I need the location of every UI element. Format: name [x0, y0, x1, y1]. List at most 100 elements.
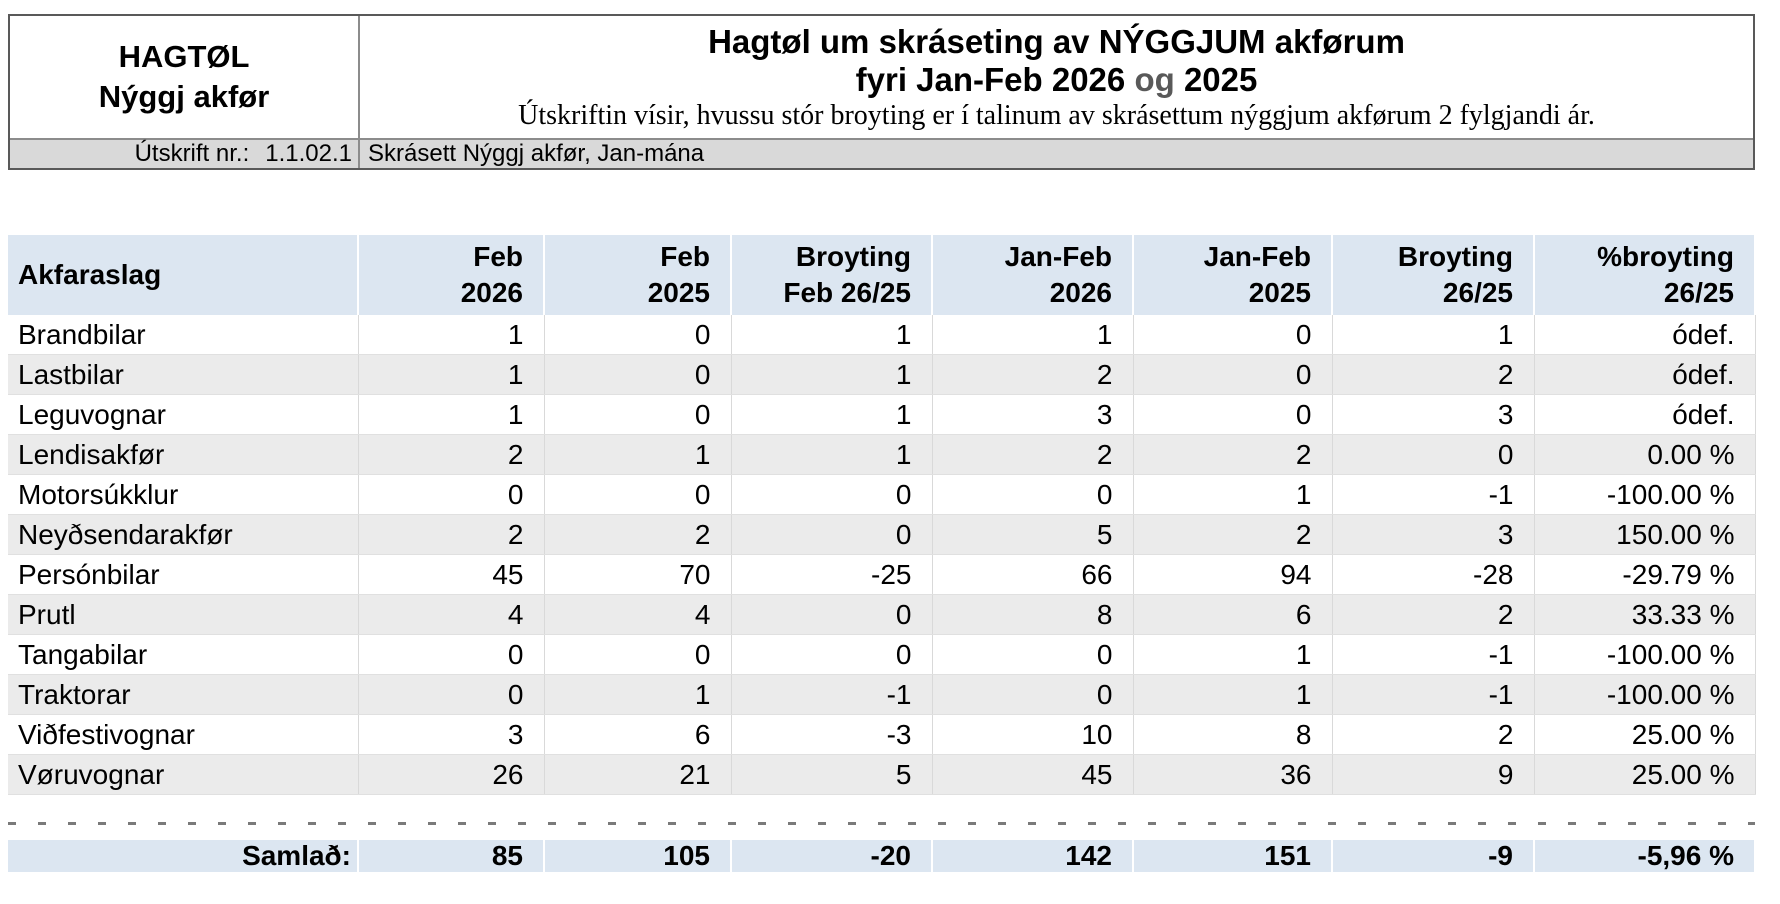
cell-value: 0: [731, 514, 933, 555]
cell-value: -1: [1332, 674, 1535, 715]
cell-value: 66: [932, 554, 1134, 595]
cell-value: 0: [1332, 434, 1535, 475]
report-meta-row: Útskrift nr.: 1.1.02.1 Skrásett Nýggj akf…: [10, 138, 1753, 168]
table-body: Brandbilar 1 0 1 1 0 1 ódef. Lastbilar 1 0 1 2 0 2 ódef…: [8, 315, 1756, 795]
cell-value: 0: [544, 634, 732, 675]
table-row: Lendisakfør 2 1 1 2 2 0 0.00 %: [8, 434, 1756, 475]
column-header-text: Broyting: [795, 241, 911, 272]
cell-value: 21: [544, 754, 732, 795]
table-row: Motorsúkklur 0 0 0 0 1 -1 -100.00 %: [8, 474, 1756, 515]
cell-value: 5: [731, 754, 933, 795]
cell-value: 1: [358, 315, 545, 355]
column-header-text: %broyting: [1597, 241, 1734, 272]
print-number-value: 1.1.02.1: [265, 140, 352, 167]
cell-value: 94: [1133, 554, 1333, 595]
cell-value: 2: [1332, 714, 1535, 755]
cell-value: 0: [544, 474, 732, 515]
cell-value: 1: [1133, 474, 1333, 515]
cell-value: 2: [358, 514, 545, 555]
cell-value: -1: [1332, 634, 1535, 675]
table-row: Neyðsendarakfør 2 2 0 5 2 3 150.00 %: [8, 514, 1756, 555]
print-number: Útskrift nr.: 1.1.02.1: [10, 140, 360, 168]
cell-value: 6: [544, 714, 732, 755]
column-header-text: 2026: [460, 277, 523, 308]
cell-value: 8: [1133, 714, 1333, 755]
row-label: Brandbilar: [8, 315, 359, 355]
total-value: -9: [1332, 840, 1535, 872]
row-label: Leguvognar: [8, 394, 359, 435]
cell-value: -25: [731, 554, 933, 595]
period-part2: 2025: [1183, 61, 1258, 98]
column-header: Jan-Feb 2026: [932, 235, 1134, 315]
cell-value: 1: [358, 354, 545, 395]
column-header: Jan-Feb 2025: [1133, 235, 1333, 315]
cell-value: 9: [1332, 754, 1535, 795]
cell-value: 1: [731, 315, 933, 355]
column-header-text: 26/25: [1442, 277, 1513, 308]
cell-value: -28: [1332, 554, 1535, 595]
column-header-text: Jan-Feb: [1203, 241, 1311, 272]
column-header: Broyting 26/25: [1332, 235, 1535, 315]
report-description: Útskriftin vísir, hvussu stór broyting e…: [518, 100, 1595, 131]
column-header-text: Feb: [473, 241, 523, 272]
cell-value: 1: [544, 674, 732, 715]
org-title-cell: HAGTØL Nýggj akfør: [10, 16, 360, 138]
row-label: Lendisakfør: [8, 434, 359, 475]
report-header-box: HAGTØL Nýggj akfør Hagtøl um skráseting …: [8, 14, 1755, 170]
total-value: 105: [544, 840, 732, 872]
cell-value: 0: [358, 474, 545, 515]
table-header: Akfaraslag Feb 2026 Feb 2025 Broyting Feb 26/2…: [8, 235, 1756, 315]
column-header-text: 2025: [647, 277, 710, 308]
row-label: Lastbilar: [8, 354, 359, 395]
cell-value: 6: [1133, 594, 1333, 635]
cell-value: 2: [358, 434, 545, 475]
cell-value: 3: [1332, 514, 1535, 555]
cell-value: 33.33 %: [1534, 594, 1756, 635]
cell-value: 0: [932, 634, 1134, 675]
statistics-table: Akfaraslag Feb 2026 Feb 2025 Broyting Feb 26/2…: [8, 235, 1756, 795]
dataset-label: Skrásett Nýggj akfør, Jan-mána: [368, 140, 705, 167]
cell-value: 150.00 %: [1534, 514, 1756, 555]
cell-value: ódef.: [1534, 315, 1756, 355]
cell-value: 4: [544, 594, 732, 635]
column-header-text: 2026: [1049, 277, 1112, 308]
cell-value: 2: [932, 354, 1134, 395]
cell-value: 8: [932, 594, 1134, 635]
cell-value: -100.00 %: [1534, 674, 1756, 715]
cell-value: 2: [1332, 594, 1535, 635]
column-header-text: Akfaraslag: [18, 259, 162, 290]
cell-value: 0: [1133, 354, 1333, 395]
table-row: Lastbilar 1 0 1 2 0 2 ódef.: [8, 354, 1756, 395]
cell-value: 0: [731, 634, 933, 675]
report-title: Hagtøl um skráseting av NÝGGJUM akførum: [708, 23, 1405, 60]
cell-value: 2: [1133, 514, 1333, 555]
cell-value: 0: [358, 674, 545, 715]
cell-value: 70: [544, 554, 732, 595]
column-header-text: 2025: [1248, 277, 1311, 308]
table-row: Viðfestivognar 3 6 -3 10 8 2 25.00 %: [8, 714, 1756, 755]
cell-value: 3: [932, 394, 1134, 435]
cell-value: 2: [1133, 434, 1333, 475]
cell-value: 0: [731, 594, 933, 635]
cell-value: 0: [1133, 394, 1333, 435]
cell-value: 1: [1332, 315, 1535, 355]
cell-value: 36: [1133, 754, 1333, 795]
total-value: 151: [1133, 840, 1333, 872]
cell-value: 1: [731, 354, 933, 395]
column-header: Feb 2025: [544, 235, 732, 315]
cell-value: 3: [1332, 394, 1535, 435]
cell-value: 0: [544, 394, 732, 435]
cell-value: 1: [932, 315, 1134, 355]
column-header: Broyting Feb 26/25: [731, 235, 933, 315]
column-header-text: 26/25: [1663, 277, 1734, 308]
cell-value: -1: [731, 674, 933, 715]
cell-value: 1: [358, 394, 545, 435]
cell-value: 1: [731, 394, 933, 435]
table-row: Persónbilar 45 70 -25 66 94 -28 -29.79 %: [8, 554, 1756, 595]
cell-value: 2: [544, 514, 732, 555]
table-row: Leguvognar 1 0 1 3 0 3 ódef.: [8, 394, 1756, 435]
print-number-label: Útskrift nr.:: [134, 140, 250, 167]
report-header-main: HAGTØL Nýggj akfør Hagtøl um skráseting …: [10, 16, 1753, 138]
cell-value: 1: [544, 434, 732, 475]
